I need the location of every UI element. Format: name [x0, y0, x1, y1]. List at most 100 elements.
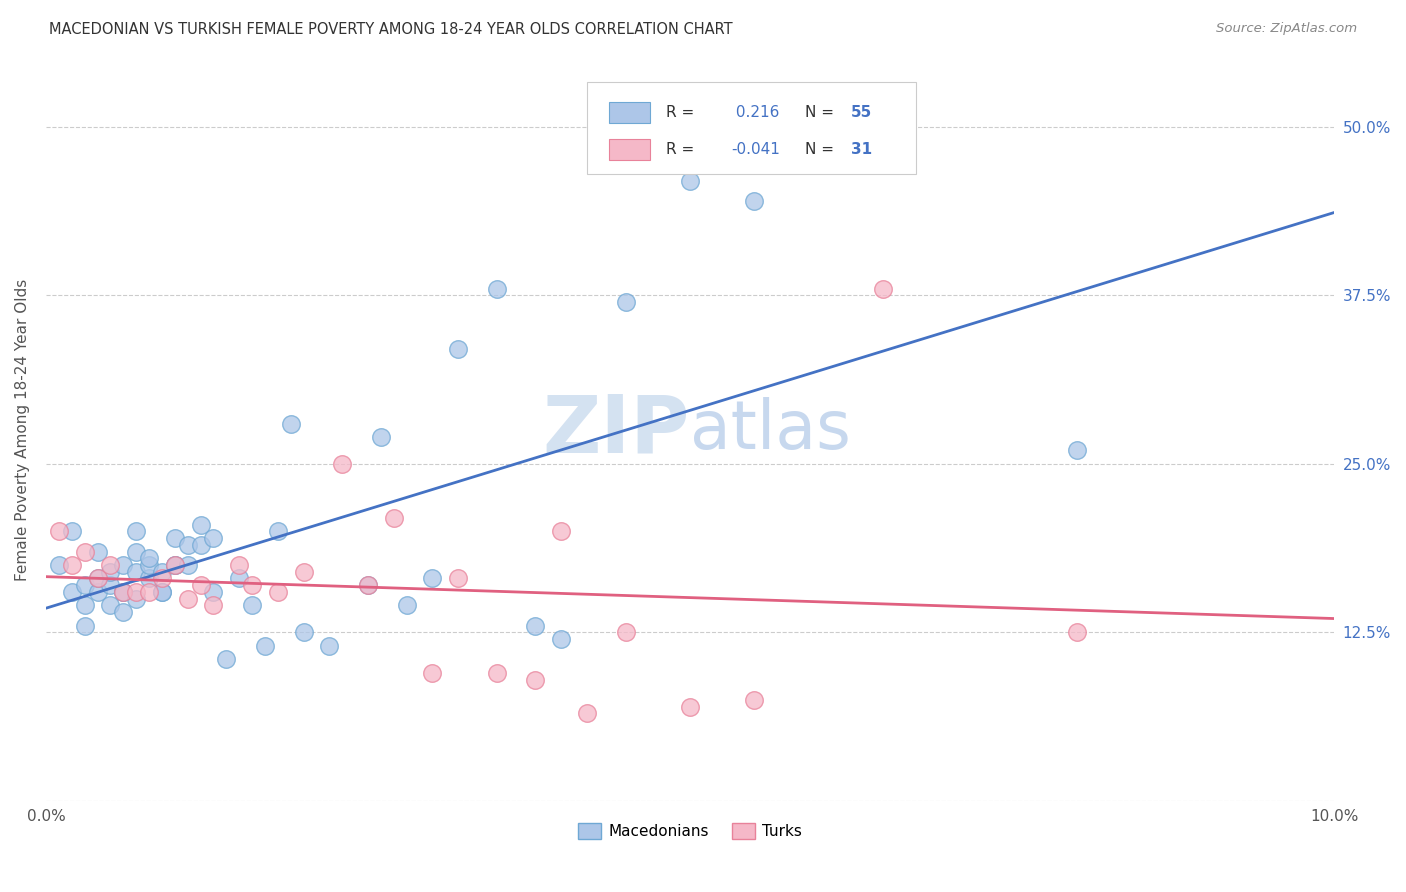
Text: R =: R = — [665, 104, 693, 120]
Point — [163, 558, 186, 572]
Point — [744, 693, 766, 707]
Point — [138, 572, 160, 586]
Point — [86, 572, 108, 586]
Y-axis label: Female Poverty Among 18-24 Year Olds: Female Poverty Among 18-24 Year Olds — [15, 279, 30, 582]
Point — [48, 524, 70, 539]
Point — [422, 572, 444, 586]
Point — [395, 599, 418, 613]
Point — [202, 599, 225, 613]
Point — [73, 544, 96, 558]
Point — [872, 282, 894, 296]
Point — [679, 699, 702, 714]
Point — [163, 558, 186, 572]
FancyBboxPatch shape — [609, 102, 650, 122]
Text: 55: 55 — [851, 104, 872, 120]
Point — [112, 585, 135, 599]
Point — [100, 578, 122, 592]
Point — [125, 565, 148, 579]
Point — [125, 544, 148, 558]
Point — [112, 585, 135, 599]
Point — [550, 524, 572, 539]
Point — [228, 572, 250, 586]
Point — [190, 517, 212, 532]
Point — [215, 652, 238, 666]
Text: N =: N = — [804, 142, 834, 157]
Point — [292, 565, 315, 579]
Point — [48, 558, 70, 572]
Point — [112, 558, 135, 572]
Text: R =: R = — [665, 142, 693, 157]
Point — [86, 544, 108, 558]
Point — [176, 538, 198, 552]
Point — [125, 591, 148, 606]
Text: -0.041: -0.041 — [731, 142, 780, 157]
Point — [86, 572, 108, 586]
Point — [112, 585, 135, 599]
Point — [447, 343, 470, 357]
Point — [485, 282, 508, 296]
Point — [100, 599, 122, 613]
Point — [485, 665, 508, 680]
Point — [267, 585, 290, 599]
Text: atlas: atlas — [690, 397, 851, 463]
Point — [267, 524, 290, 539]
Point — [125, 585, 148, 599]
Point — [550, 632, 572, 647]
Point — [524, 618, 547, 632]
Point — [176, 558, 198, 572]
Point — [138, 558, 160, 572]
Point — [150, 585, 173, 599]
Point — [280, 417, 302, 431]
Point — [176, 591, 198, 606]
Point — [190, 578, 212, 592]
Text: 0.216: 0.216 — [731, 104, 780, 120]
Point — [190, 538, 212, 552]
Point — [524, 673, 547, 687]
Point — [357, 578, 380, 592]
Text: 31: 31 — [851, 142, 872, 157]
Text: N =: N = — [804, 104, 834, 120]
Point — [60, 524, 83, 539]
Point — [240, 599, 263, 613]
Point — [163, 531, 186, 545]
Point — [138, 585, 160, 599]
Point — [253, 639, 276, 653]
Point — [447, 572, 470, 586]
Point — [330, 457, 353, 471]
Point — [138, 551, 160, 566]
Point — [100, 558, 122, 572]
Point — [73, 599, 96, 613]
Point — [1066, 443, 1088, 458]
Point — [100, 565, 122, 579]
Point — [382, 511, 405, 525]
Point — [292, 625, 315, 640]
Point — [744, 194, 766, 208]
Point — [614, 295, 637, 310]
Point — [202, 531, 225, 545]
Point — [86, 585, 108, 599]
Point — [614, 625, 637, 640]
Point — [150, 572, 173, 586]
Point — [125, 524, 148, 539]
Point — [370, 430, 392, 444]
Point — [576, 706, 599, 721]
Point — [357, 578, 380, 592]
Point — [228, 558, 250, 572]
Point — [60, 585, 83, 599]
Point — [422, 665, 444, 680]
Point — [202, 585, 225, 599]
Point — [150, 585, 173, 599]
Text: MACEDONIAN VS TURKISH FEMALE POVERTY AMONG 18-24 YEAR OLDS CORRELATION CHART: MACEDONIAN VS TURKISH FEMALE POVERTY AMO… — [49, 22, 733, 37]
Text: ZIP: ZIP — [543, 392, 690, 469]
Legend: Macedonians, Turks: Macedonians, Turks — [572, 817, 808, 845]
FancyBboxPatch shape — [588, 82, 915, 175]
Text: Source: ZipAtlas.com: Source: ZipAtlas.com — [1216, 22, 1357, 36]
Point — [1066, 625, 1088, 640]
Point — [60, 558, 83, 572]
FancyBboxPatch shape — [609, 139, 650, 160]
Point — [318, 639, 340, 653]
Point — [240, 578, 263, 592]
Point — [73, 618, 96, 632]
Point — [73, 578, 96, 592]
Point — [112, 605, 135, 619]
